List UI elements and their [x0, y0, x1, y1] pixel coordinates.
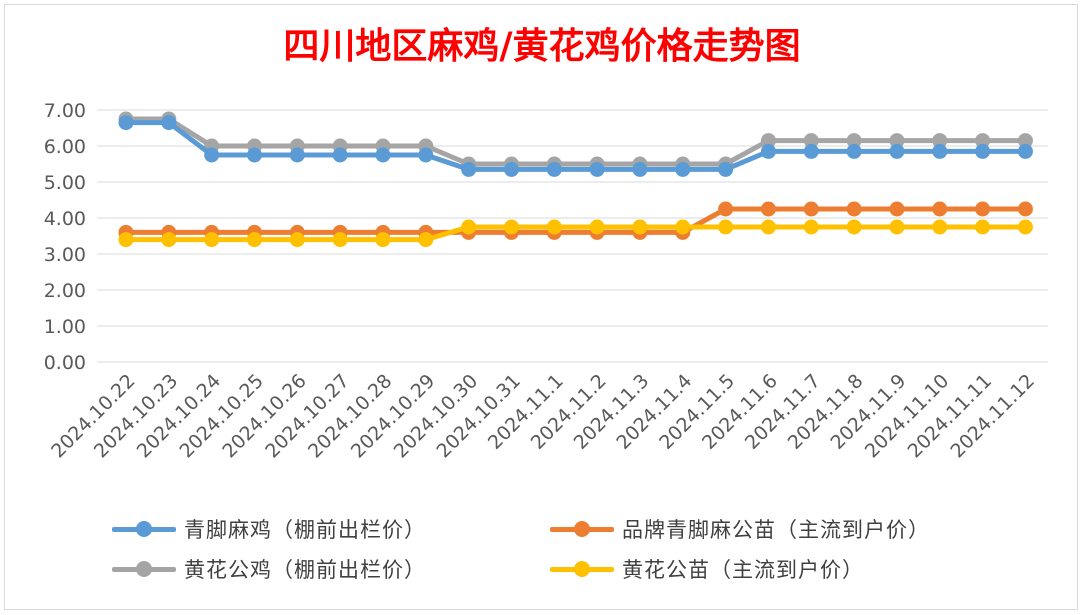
data-point [418, 232, 434, 248]
legend-swatch [112, 514, 176, 544]
series-lines [118, 111, 1033, 248]
x-axis-tick-labels: 2024.10.222024.10.232024.10.242024.10.25… [47, 370, 1039, 462]
data-point [161, 115, 177, 131]
data-point [461, 161, 477, 177]
series-3 [118, 219, 1033, 248]
data-point [589, 161, 605, 177]
data-point [803, 133, 819, 149]
data-point [846, 133, 862, 149]
y-tick-label: 3.00 [44, 244, 86, 266]
data-point [546, 219, 562, 235]
chart-frame [4, 4, 1078, 610]
data-point [589, 219, 605, 235]
data-point [1017, 219, 1033, 235]
data-point [418, 147, 434, 163]
y-tick-label: 5.00 [44, 172, 86, 194]
y-tick-label: 2.00 [44, 280, 86, 302]
data-point [332, 147, 348, 163]
data-point [932, 219, 948, 235]
data-point [161, 232, 177, 248]
data-point [375, 147, 391, 163]
data-point [1017, 201, 1033, 217]
legend: 青脚麻鸡（棚前出栏价） 品牌青脚麻公苗（主流到户价） 黄花公鸡（棚前出栏价） 黄… [112, 506, 1012, 596]
data-point [246, 147, 262, 163]
y-tick-label: 0.00 [44, 352, 86, 374]
legend-label: 品牌青脚麻公苗（主流到户价） [622, 518, 930, 542]
data-point [760, 219, 776, 235]
legend-swatch [550, 554, 614, 584]
data-point [718, 219, 734, 235]
data-point [289, 147, 305, 163]
series-line [123, 120, 1028, 172]
legend-item-qingjiao-maji: 青脚麻鸡（棚前出栏价） [112, 514, 426, 544]
legend-label: 黄花公苗（主流到户价） [622, 558, 864, 582]
legend-item-huanghua-gongji: 黄花公鸡（棚前出栏价） [112, 554, 426, 584]
data-point [889, 201, 905, 217]
data-point [889, 219, 905, 235]
data-point [461, 219, 477, 235]
data-point [975, 143, 991, 159]
data-point [932, 201, 948, 217]
series-line [123, 224, 1028, 243]
data-point [803, 219, 819, 235]
y-tick-label: 4.00 [44, 208, 86, 230]
data-point [204, 147, 220, 163]
legend-swatch [550, 514, 614, 544]
data-point [975, 133, 991, 149]
data-point [246, 232, 262, 248]
data-point [889, 143, 905, 159]
data-point [803, 143, 819, 159]
data-point [675, 219, 691, 235]
chart-title: 四川地区麻鸡/黄花鸡价格走势图 [283, 25, 800, 67]
series-line [123, 206, 1028, 235]
data-point [1017, 133, 1033, 149]
series-line [123, 116, 1028, 167]
y-tick-label: 1.00 [44, 316, 86, 338]
legend-label: 青脚麻鸡（棚前出栏价） [184, 518, 426, 542]
data-point [289, 232, 305, 248]
data-point [503, 219, 519, 235]
data-point [118, 115, 134, 131]
data-point [803, 201, 819, 217]
data-point [332, 232, 348, 248]
legend-item-pinpai-gongmiao: 品牌青脚麻公苗（主流到户价） [550, 514, 930, 544]
legend-item-huanghua-gongmiao: 黄花公苗（主流到户价） [550, 554, 864, 584]
data-point [846, 143, 862, 159]
data-point [718, 161, 734, 177]
data-point [760, 143, 776, 159]
data-point [632, 161, 648, 177]
data-point [546, 161, 562, 177]
data-point [1017, 143, 1033, 159]
data-point [760, 201, 776, 217]
data-point [675, 161, 691, 177]
data-point [846, 219, 862, 235]
legend-label: 黄花公鸡（棚前出栏价） [184, 558, 426, 582]
series-2 [118, 111, 1033, 172]
data-point [718, 201, 734, 217]
y-tick-label: 6.00 [44, 136, 86, 158]
data-point [760, 133, 776, 149]
y-tick-label: 7.00 [44, 100, 86, 122]
data-point [204, 232, 220, 248]
data-point [503, 161, 519, 177]
data-point [118, 232, 134, 248]
data-point [846, 201, 862, 217]
data-point [632, 219, 648, 235]
data-point [975, 219, 991, 235]
data-point [889, 133, 905, 149]
data-point [975, 201, 991, 217]
data-point [932, 143, 948, 159]
legend-swatch [112, 554, 176, 584]
y-axis-tick-labels: 0.00 1.00 2.00 3.00 4.00 5.00 6.00 7.00 [44, 100, 86, 374]
data-point [375, 232, 391, 248]
series-0 [118, 115, 1033, 177]
data-point [932, 133, 948, 149]
